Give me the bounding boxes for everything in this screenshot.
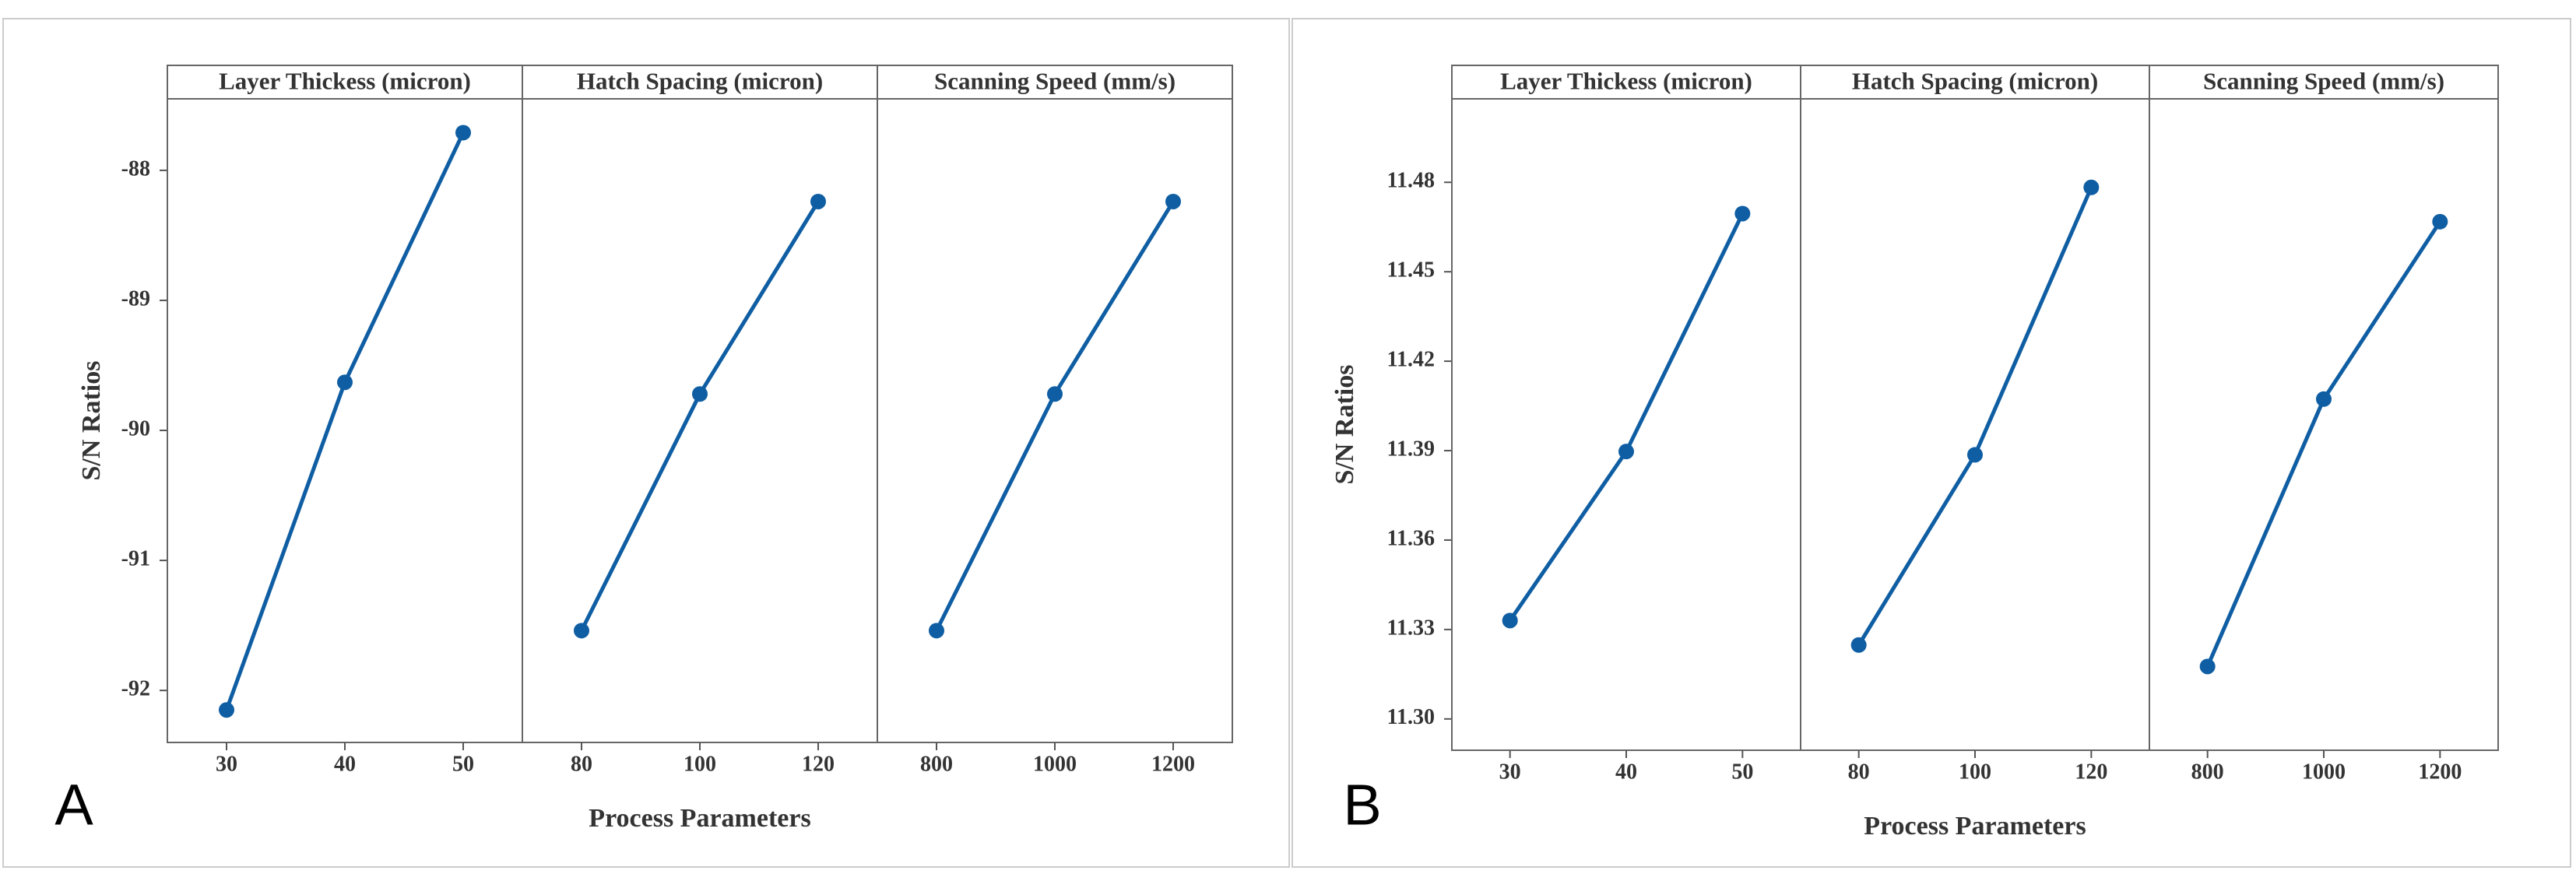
x-tick-label: 50 [1731, 760, 1753, 784]
x-tick-label: 800 [920, 752, 953, 776]
marker [1850, 637, 1867, 653]
panel-title: Scanning Speed (mm/s) [934, 68, 1176, 95]
panel [877, 98, 1233, 743]
x-tick-label: 40 [334, 752, 356, 776]
x-tick-label: 80 [1848, 760, 1870, 784]
line [579, 200, 821, 632]
marker [929, 623, 944, 639]
marker [692, 386, 708, 402]
panel-title: Hatch Spacing (micron) [577, 68, 823, 95]
panel-title: Layer Thickess (micron) [219, 68, 471, 95]
panel-letter: A [54, 773, 93, 837]
y-axis-title: S/N Ratios [77, 361, 106, 481]
marker [574, 623, 589, 639]
y-tick-label: -91 [121, 547, 150, 571]
line [934, 200, 1176, 632]
marker [1047, 386, 1063, 402]
y-tick-label: 11.48 [1387, 169, 1435, 193]
y-tick-label: 11.33 [1387, 616, 1435, 640]
frame-a [2, 18, 1290, 868]
y-tick-label: 11.45 [1387, 258, 1435, 283]
marker [810, 193, 826, 209]
x-tick-label: 1000 [2302, 760, 2346, 784]
line [1508, 212, 1745, 622]
panel [1451, 98, 1801, 751]
panel [1800, 98, 2150, 751]
y-tick-label: -88 [121, 156, 150, 181]
panel-header [877, 65, 1233, 100]
panel-header [167, 65, 523, 100]
x-tick-label: 30 [1499, 760, 1521, 784]
marker [337, 374, 353, 391]
panel-header [2149, 65, 2499, 100]
x-tick-label: 50 [452, 752, 474, 776]
x-tick-label: 100 [1959, 760, 1991, 784]
x-tick-label: 40 [1615, 760, 1637, 784]
marker [1618, 444, 1634, 460]
y-tick-label: 11.42 [1387, 348, 1435, 372]
panel-title: Layer Thickess (micron) [1500, 68, 1752, 95]
panel [167, 98, 523, 743]
panel [2149, 98, 2499, 751]
marker [1967, 447, 1983, 463]
marker [455, 125, 471, 141]
x-axis-title: Process Parameters [589, 804, 810, 833]
marker [2432, 213, 2448, 230]
x-tick-label: 100 [684, 752, 716, 776]
y-tick-label: -90 [121, 416, 150, 440]
panel [522, 98, 878, 743]
panel-title: Hatch Spacing (micron) [1852, 68, 2098, 95]
frame-b [1292, 18, 2571, 868]
panel-letter: B [1343, 773, 1381, 837]
x-tick-label: 1200 [1151, 752, 1195, 776]
line [1857, 186, 2093, 647]
marker [2199, 658, 2216, 675]
marker [1502, 612, 1518, 629]
line [2205, 220, 2442, 668]
x-tick-label: 1200 [2418, 760, 2462, 784]
marker [1165, 193, 1181, 209]
y-tick-label: 11.36 [1387, 526, 1435, 550]
y-tick-label: 11.39 [1387, 437, 1435, 461]
x-tick-label: 800 [2191, 760, 2224, 784]
marker [2083, 179, 2100, 195]
marker [2316, 391, 2332, 407]
line [224, 132, 466, 711]
x-tick-label: 80 [571, 752, 592, 776]
x-tick-label: 120 [802, 752, 835, 776]
panel-header [1451, 65, 1801, 100]
marker [1734, 205, 1751, 222]
x-tick-label: 1000 [1033, 752, 1077, 776]
y-tick-label: -89 [121, 286, 150, 311]
y-tick-label: -92 [121, 677, 150, 701]
panel-title: Scanning Speed (mm/s) [2203, 68, 2444, 95]
y-axis-title: S/N Ratios [1330, 365, 1359, 485]
marker [219, 702, 234, 718]
x-axis-title: Process Parameters [1864, 812, 2086, 841]
x-tick-label: 30 [216, 752, 237, 776]
x-tick-label: 120 [2075, 760, 2107, 784]
y-tick-label: 11.30 [1387, 705, 1435, 729]
